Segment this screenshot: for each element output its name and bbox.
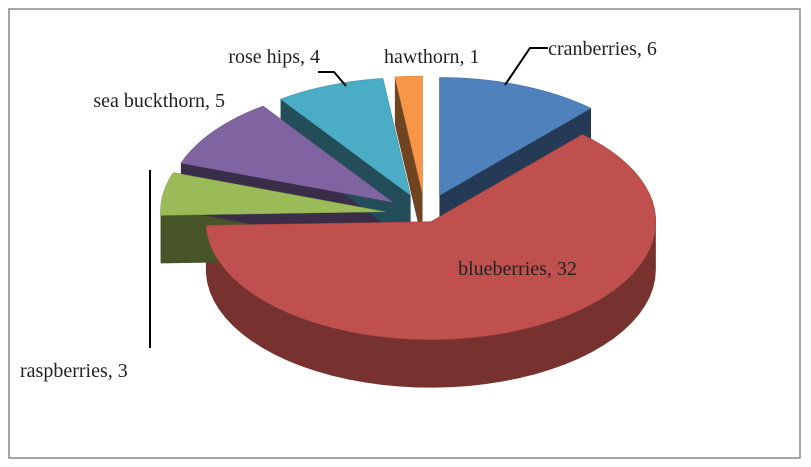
leader-line xyxy=(504,47,548,86)
slice xyxy=(205,134,657,340)
slice xyxy=(439,77,592,196)
slice xyxy=(280,78,411,197)
slice xyxy=(394,75,423,195)
slice xyxy=(180,105,394,203)
data-label: hawthorn, 1 xyxy=(384,46,480,68)
data-label: rose hips, 4 xyxy=(228,46,320,68)
slice xyxy=(160,172,386,216)
data-label: raspberries, 3 xyxy=(20,360,128,382)
data-label: cranberries, 6 xyxy=(548,38,657,60)
slice-side xyxy=(205,221,656,388)
leader-line xyxy=(318,71,347,87)
data-label: blueberries, 32 xyxy=(458,258,577,280)
slice-wall xyxy=(394,76,423,243)
data-label: sea buckthorn, 5 xyxy=(93,90,225,112)
